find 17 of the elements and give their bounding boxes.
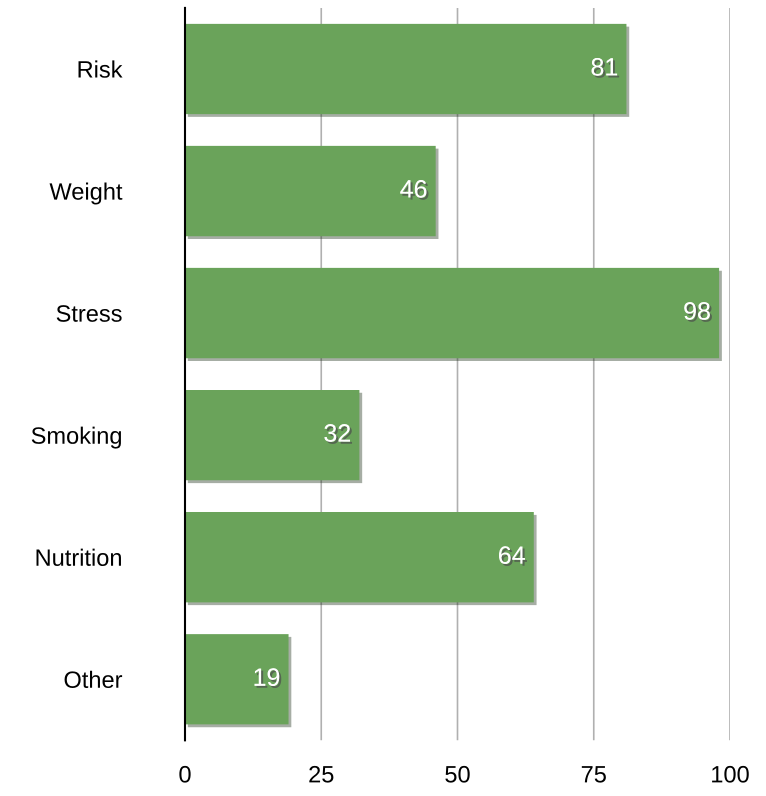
x-tick-label: 75	[582, 766, 606, 783]
data-label: 81	[592, 58, 620, 78]
data-label: 32	[324, 424, 352, 444]
y-tick-label: Other	[64, 670, 122, 688]
data-label: 46	[400, 180, 429, 200]
x-tick-label: 100	[712, 766, 749, 783]
x-tick-label: 50	[445, 766, 470, 783]
x-tick-label: 0	[179, 766, 191, 783]
y-tick-label: Stress	[56, 305, 122, 322]
y-tick-label: Weight	[50, 182, 122, 204]
y-tick-label: Nutrition	[36, 548, 121, 566]
data-label: 19	[254, 668, 282, 688]
y-tick-label: Risk	[78, 60, 123, 78]
x-tick-label: 25	[309, 766, 334, 783]
y-tick-label: Smoking	[32, 426, 121, 449]
data-label: 64	[499, 546, 527, 566]
data-label: 98	[684, 302, 712, 322]
